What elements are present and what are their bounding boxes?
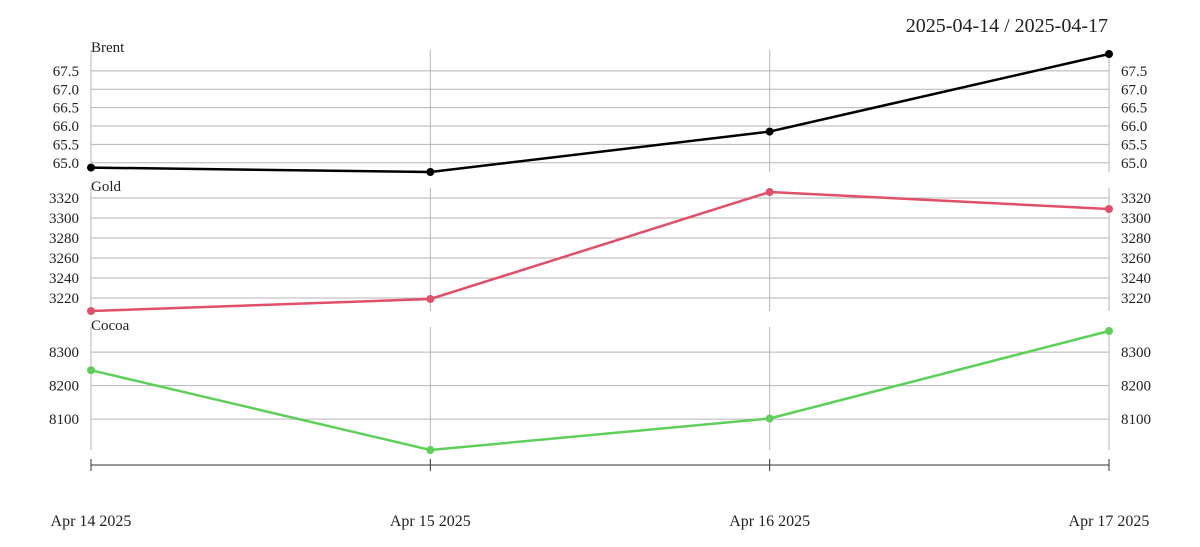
- gold-data-point: [426, 295, 435, 303]
- gold-ytick-label-left: 3240: [49, 271, 79, 287]
- brent-ytick-label-right: 65.0: [1121, 156, 1147, 172]
- gold-ytick-label-left: 3280: [49, 231, 79, 247]
- cocoa-panel-title: Cocoa: [91, 318, 130, 334]
- gold-ytick-label-left: 3320: [49, 191, 79, 207]
- gold-ytick-label-right: 3300: [1121, 211, 1151, 227]
- brent-data-point: [1105, 50, 1113, 58]
- gold-data-point: [765, 188, 774, 196]
- cocoa-ytick-label-right: 8300: [1121, 345, 1151, 361]
- cocoa-ytick-label-left: 8300: [49, 345, 79, 361]
- brent-ytick-label-left: 65.5: [53, 137, 79, 153]
- cocoa-data-point: [426, 446, 435, 454]
- cocoa-ytick-label-left: 8200: [49, 379, 79, 395]
- brent-ytick-label-right: 65.5: [1121, 137, 1147, 153]
- cocoa-series-line: [90, 329, 1110, 452]
- brent-panel-title: Brent: [91, 40, 125, 56]
- gold-ytick-label-right: 3220: [1121, 291, 1151, 307]
- gold-ytick-label-right: 3280: [1121, 231, 1151, 247]
- brent-ytick-label-right: 67.5: [1121, 64, 1147, 80]
- gold-ytick-label-right: 3320: [1121, 191, 1151, 207]
- brent-data-point: [765, 127, 774, 136]
- cocoa-ytick-label-left: 8100: [49, 412, 79, 428]
- gold-series-line: [90, 190, 1110, 313]
- brent-ytick-label-left: 66.0: [53, 119, 79, 135]
- brent-ytick-label-left: 67.5: [53, 64, 79, 80]
- x-tick-label: Apr 15 2025: [390, 513, 471, 530]
- x-tick-label: Apr 16 2025: [729, 513, 810, 530]
- brent-data-point: [87, 163, 95, 172]
- brent-ytick-label-right: 66.0: [1121, 119, 1147, 135]
- cocoa-data-point: [1105, 327, 1113, 335]
- brent-ytick-label-left: 65.0: [53, 156, 79, 172]
- gold-ytick-label-left: 3260: [49, 251, 79, 267]
- brent-ytick-label-left: 67.0: [53, 82, 79, 98]
- cocoa-data-point: [87, 366, 95, 375]
- gold-panel-title: Gold: [91, 179, 122, 195]
- cocoa-data-point: [765, 414, 774, 423]
- x-tick-label: Apr 14 2025: [51, 513, 132, 530]
- gold-ytick-label-left: 3220: [49, 291, 79, 307]
- gold-ytick-label-right: 3240: [1121, 271, 1151, 287]
- gold-ytick-label-left: 3300: [49, 211, 79, 227]
- brent-series-line: [90, 52, 1110, 174]
- cocoa-ytick-label-right: 8200: [1121, 379, 1151, 395]
- brent-ytick-label-right: 66.5: [1121, 101, 1147, 117]
- gold-data-point: [87, 307, 95, 315]
- brent-data-point: [426, 168, 435, 176]
- cocoa-ytick-label-right: 8100: [1121, 412, 1151, 428]
- date-range-label: 2025-04-14 / 2025-04-17: [906, 15, 1108, 37]
- gold-ytick-label-right: 3260: [1121, 251, 1151, 267]
- gold-data-point: [1105, 205, 1113, 213]
- brent-ytick-label-left: 66.5: [53, 101, 79, 117]
- brent-ytick-label-right: 67.0: [1121, 82, 1147, 98]
- x-tick-label: Apr 17 2025: [1069, 513, 1150, 530]
